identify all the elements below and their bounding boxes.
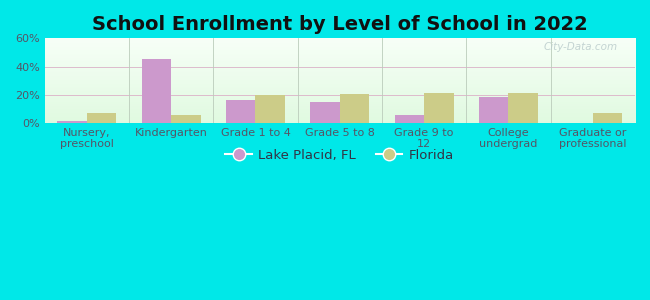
Bar xyxy=(142,59,171,123)
Bar xyxy=(57,121,87,123)
Bar xyxy=(87,113,116,123)
Bar xyxy=(593,113,622,123)
Bar xyxy=(255,95,285,123)
Bar xyxy=(226,100,255,123)
Bar xyxy=(395,115,424,123)
Title: School Enrollment by Level of School in 2022: School Enrollment by Level of School in … xyxy=(92,15,588,34)
Bar xyxy=(508,93,538,123)
Legend: Lake Placid, FL, Florida: Lake Placid, FL, Florida xyxy=(220,144,460,167)
Bar xyxy=(424,93,454,123)
Bar xyxy=(340,94,369,123)
Bar xyxy=(479,97,508,123)
Text: City-Data.com: City-Data.com xyxy=(543,42,618,52)
Bar xyxy=(310,102,340,123)
Bar xyxy=(171,115,201,123)
